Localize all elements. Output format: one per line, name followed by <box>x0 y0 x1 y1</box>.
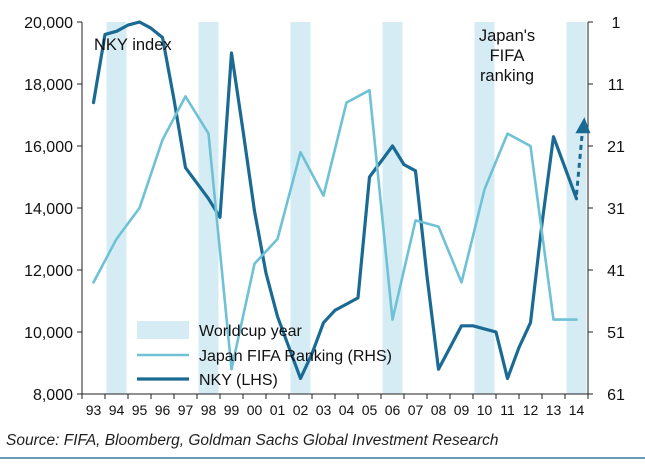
nky-projection-line <box>575 131 584 195</box>
legend-label: NKY (LHS) <box>199 372 278 389</box>
x-tick-label: 10 <box>477 402 493 418</box>
left-tick-label: 14,000 <box>24 201 73 218</box>
worldcup-band-94 <box>106 22 127 394</box>
x-tick-label: 14 <box>569 402 585 418</box>
left-tick-label: 16,000 <box>24 139 73 156</box>
x-tick-label: 13 <box>546 402 562 418</box>
left-tick-label: 20,000 <box>24 15 73 32</box>
left-tick-label: 10,000 <box>24 325 73 342</box>
x-tick-label: 98 <box>201 402 217 418</box>
fifa-ranking-annotation: ranking <box>480 67 534 85</box>
x-tick-label: 01 <box>270 402 286 418</box>
worldcup-band-14 <box>566 22 587 394</box>
x-tick-label: 95 <box>132 402 148 418</box>
legend-label: Japan FIFA Ranking (RHS) <box>199 348 392 365</box>
fifa-ranking-line <box>92 88 578 371</box>
x-tick-label: 96 <box>155 402 171 418</box>
worldcup-band-02 <box>290 22 311 394</box>
footer-divider <box>0 457 645 459</box>
legend-label: Worldcup year <box>199 323 303 340</box>
x-tick-label: 99 <box>224 402 240 418</box>
fifa-ranking-annotation: FIFA <box>490 47 525 65</box>
nky-line <box>91 20 579 381</box>
right-tick-label: 41 <box>607 263 625 280</box>
x-tick-label: 07 <box>408 402 424 418</box>
x-tick-label: 93 <box>86 402 102 418</box>
legend-worldcup-swatch <box>137 321 189 339</box>
x-tick-label: 94 <box>109 402 125 418</box>
right-tick-label: 21 <box>607 139 625 156</box>
x-tick-label: 00 <box>247 402 263 418</box>
x-tick-label: 02 <box>293 402 309 418</box>
x-tick-label: 05 <box>362 402 378 418</box>
right-tick-label: 1 <box>612 15 621 32</box>
right-tick-label: 11 <box>608 77 625 94</box>
source-note: Source: FIFA, Bloomberg, Goldman Sachs G… <box>6 432 499 449</box>
x-tick-label: 12 <box>523 402 539 418</box>
left-tick-label: 8,000 <box>33 387 73 404</box>
x-tick-label: 06 <box>385 402 401 418</box>
x-tick-label: 04 <box>339 402 355 418</box>
x-tick-label: 97 <box>178 402 194 418</box>
right-tick-label: 61 <box>607 387 625 404</box>
left-tick-label: 18,000 <box>24 77 73 94</box>
x-tick-label: 03 <box>316 402 332 418</box>
right-tick-label: 51 <box>607 325 625 342</box>
worldcup-band-98 <box>198 22 219 394</box>
x-tick-label: 08 <box>431 402 447 418</box>
left-tick-label: 12,000 <box>24 263 73 280</box>
right-tick-label: 31 <box>607 201 625 218</box>
fifa-ranking-annotation: Japan's <box>479 27 535 45</box>
nky-index-annotation: NKY index <box>94 36 172 54</box>
worldcup-band-06 <box>382 22 403 394</box>
x-tick-label: 09 <box>454 402 470 418</box>
worldcup-band-10 <box>474 22 495 394</box>
nky-projection-arrowhead <box>575 117 591 134</box>
x-tick-label: 11 <box>500 402 515 418</box>
